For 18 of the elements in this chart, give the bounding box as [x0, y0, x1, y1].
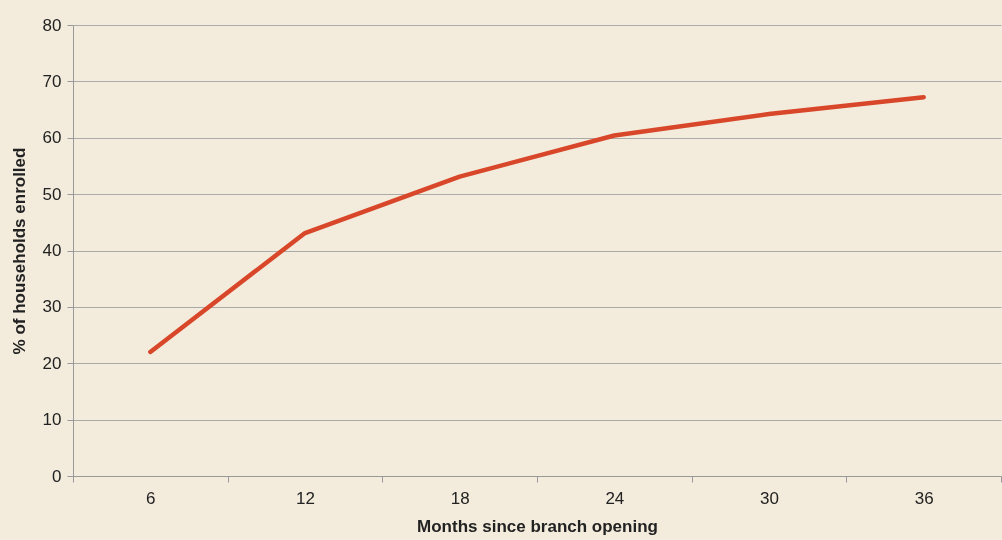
- x-tick-label: 30: [760, 488, 779, 508]
- x-tick-label: 36: [914, 488, 934, 508]
- y-tick-label: 20: [42, 353, 62, 373]
- y-tick-label: 30: [42, 297, 62, 317]
- y-tick-label: 70: [42, 71, 62, 91]
- y-axis-title: % of households enrolled: [9, 147, 29, 355]
- x-tick-label: 24: [605, 488, 625, 508]
- y-tick-label: 50: [42, 184, 62, 204]
- x-tick-label: 6: [146, 488, 156, 508]
- x-axis-title: Months since branch opening: [417, 516, 658, 536]
- x-tick-label: 12: [296, 488, 315, 508]
- line-series: [148, 94, 926, 355]
- y-tick-label: 80: [42, 15, 62, 35]
- y-tick-label: 10: [42, 410, 62, 430]
- y-tick-label: 40: [42, 241, 62, 260]
- y-tick-label: 60: [42, 128, 62, 148]
- x-tick-label: 18: [450, 488, 470, 508]
- y-tick-label: 0: [52, 466, 62, 486]
